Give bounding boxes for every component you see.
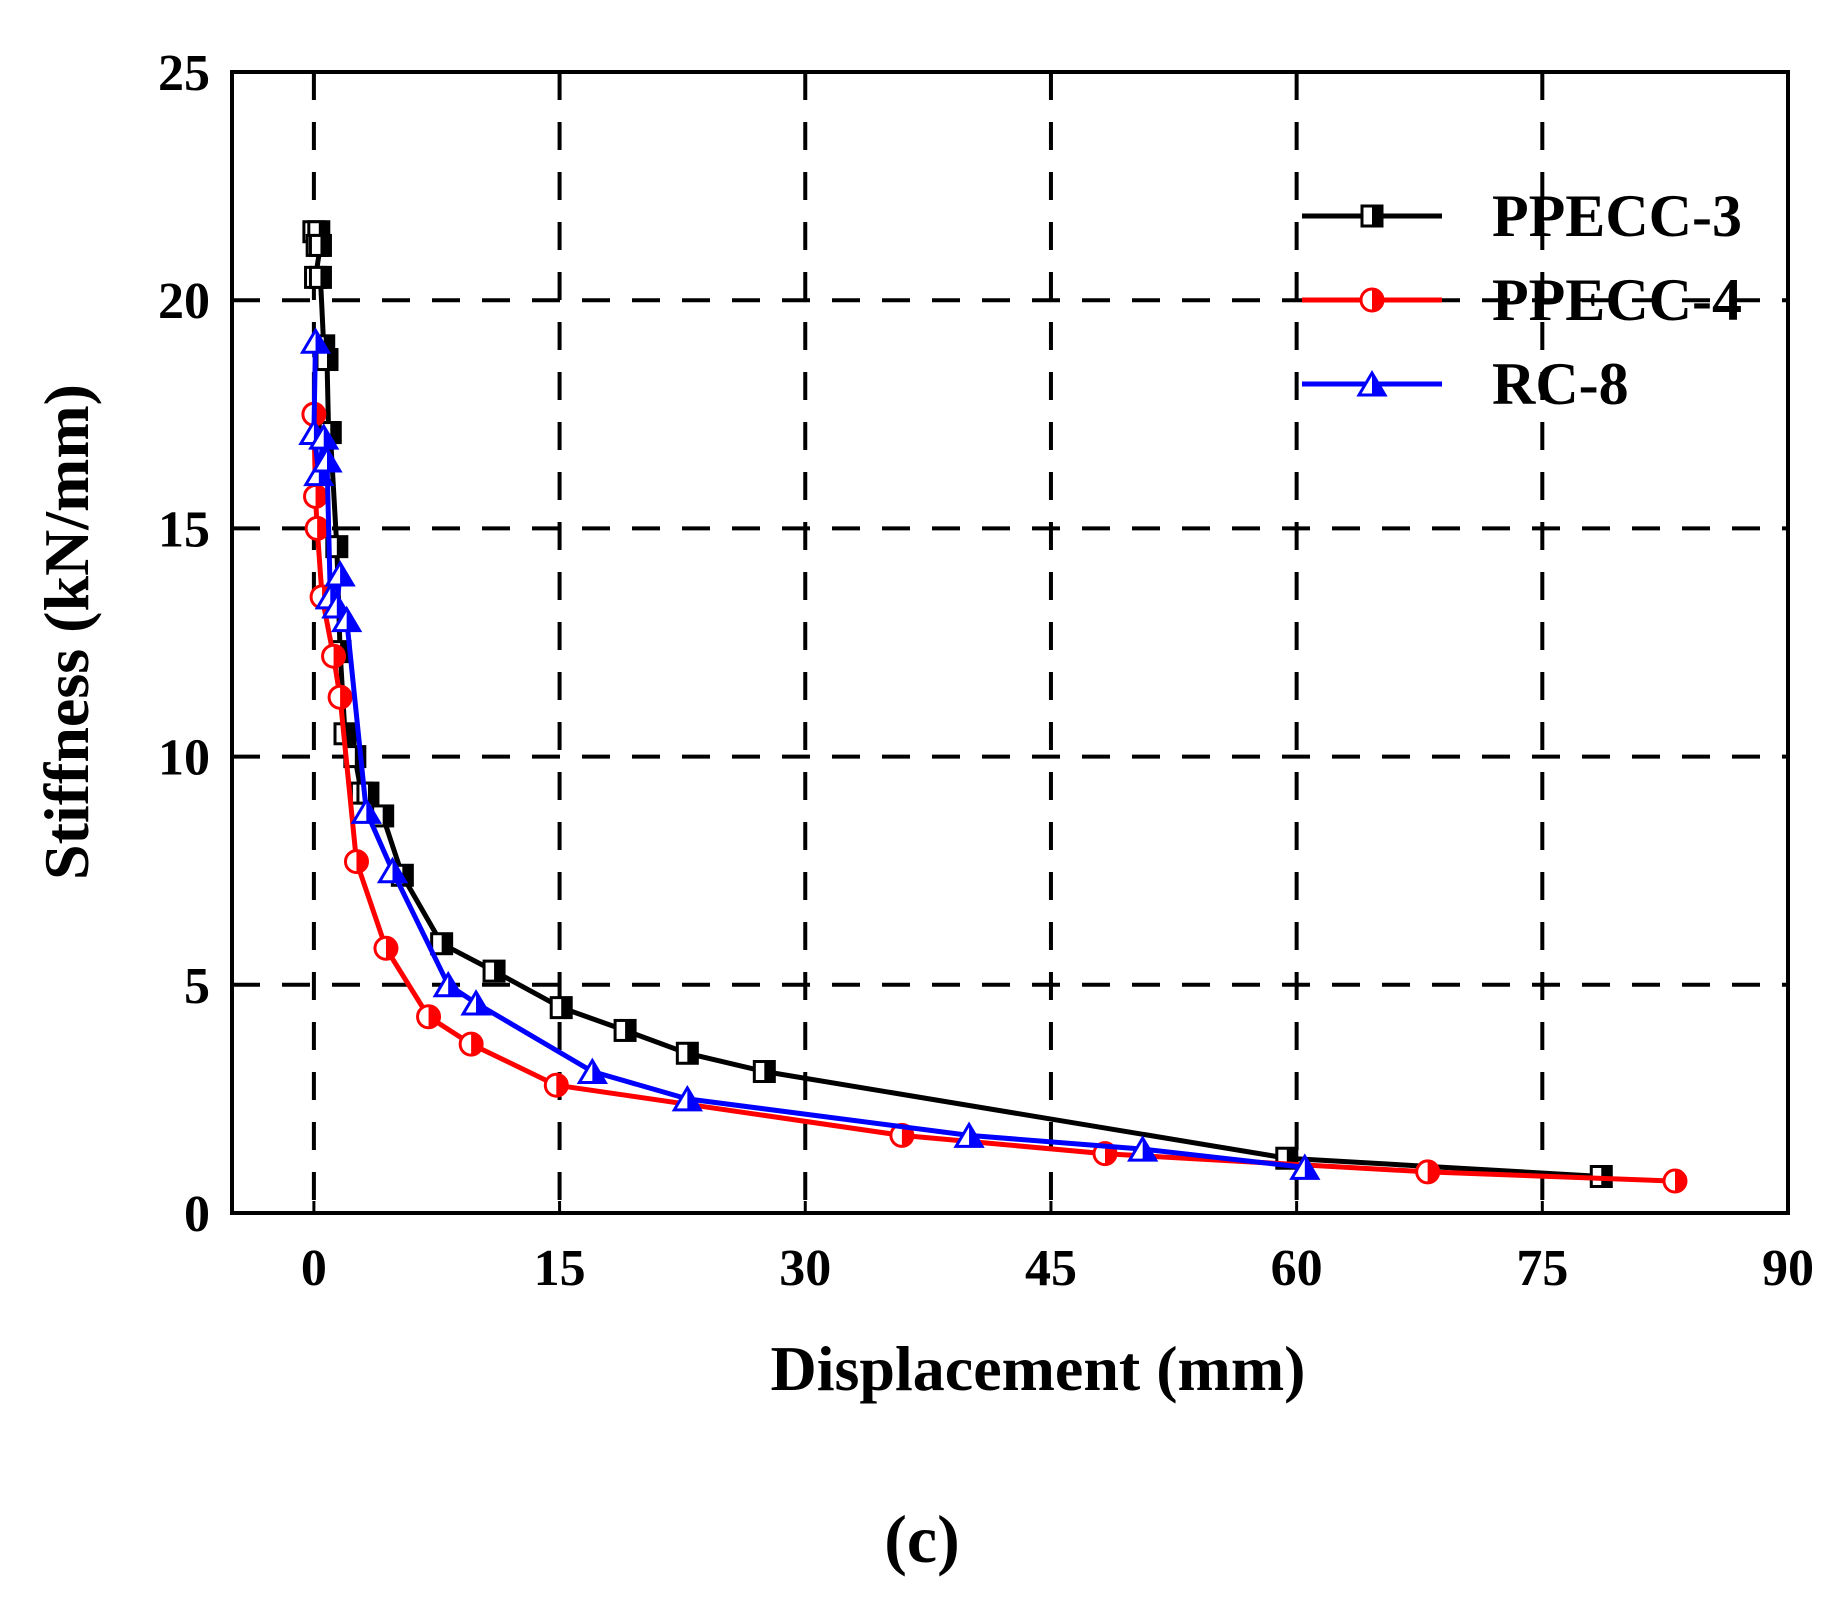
point-ppecc-3 (356, 781, 380, 805)
grid-lines (232, 72, 1788, 1213)
legend-marker-ppecc-4 (1359, 287, 1385, 313)
point-rc-8 (299, 327, 332, 354)
y-tick-label: 10 (158, 730, 210, 787)
point-rc-8 (1127, 1135, 1159, 1162)
point-rc-8 (1289, 1153, 1321, 1180)
point-ppecc-3 (430, 932, 454, 956)
x-tick-label: 90 (1762, 1240, 1814, 1297)
point-ppecc-3 (549, 996, 573, 1020)
point-ppecc-3 (308, 233, 332, 257)
point-rc-8 (331, 605, 363, 633)
y-tick-label: 0 (184, 1186, 210, 1243)
point-ppecc-3 (675, 1041, 699, 1065)
series-line-ppecc-3 (313, 229, 1602, 1179)
point-ppecc-4 (304, 515, 330, 541)
legend-marker-rc-8 (1356, 370, 1388, 397)
point-rc-8 (671, 1084, 703, 1112)
point-rc-8 (324, 560, 356, 587)
data-series (298, 220, 1688, 1194)
point-ppecc-4 (327, 684, 353, 710)
point-rc-8 (311, 445, 343, 473)
point-ppecc-3 (613, 1018, 637, 1042)
x-axis-title: Displacement (mm) (771, 1333, 1306, 1404)
y-tick-label: 15 (158, 501, 210, 558)
legend-label-rc-8: RC-8 (1492, 351, 1629, 417)
point-ppecc-4 (416, 1004, 442, 1030)
legend: PPECC-3 PPECC-4 RC-8 (1302, 183, 1742, 417)
point-rc-8 (376, 856, 409, 884)
x-tick-label: 60 (1271, 1240, 1323, 1297)
point-rc-8 (350, 797, 382, 824)
x-tick-label: 15 (534, 1240, 586, 1297)
point-ppecc-4 (458, 1031, 484, 1057)
point-ppecc-4 (303, 483, 329, 509)
point-ppecc-4 (321, 643, 347, 669)
legend-marker-ppecc-3 (1360, 204, 1384, 228)
point-rc-8 (460, 989, 492, 1016)
point-rc-8 (576, 1057, 608, 1085)
point-ppecc-4 (343, 849, 369, 875)
legend-label-ppecc-4: PPECC-4 (1492, 267, 1742, 333)
point-ppecc-3 (752, 1060, 776, 1084)
point-rc-8 (308, 423, 340, 450)
y-tick-label: 5 (184, 958, 210, 1015)
x-tick-label: 45 (1025, 1240, 1077, 1297)
figure-caption: (c) (884, 1501, 959, 1577)
point-rc-8 (953, 1121, 985, 1148)
x-tick-label: 30 (779, 1240, 831, 1297)
plot-frame (230, 70, 1790, 1215)
point-ppecc-4 (1662, 1168, 1688, 1194)
y-tick-label: 20 (158, 273, 210, 330)
axis-ticks: 0 15 30 45 60 75 90 0 5 10 15 20 25 (158, 45, 1814, 1297)
legend-label-ppecc-3: PPECC-3 (1492, 183, 1742, 249)
point-ppecc-4 (1415, 1159, 1441, 1185)
point-ppecc-4 (543, 1072, 569, 1098)
y-axis-title: Stiffness (kN/mm) (31, 384, 102, 880)
y-tick-label: 25 (158, 45, 210, 102)
x-tick-label: 75 (1516, 1240, 1568, 1297)
point-ppecc-3 (308, 265, 332, 289)
x-tick-label: 0 (301, 1240, 327, 1297)
point-ppecc-3 (482, 959, 506, 983)
point-rc-8 (432, 970, 464, 998)
point-ppecc-4 (373, 935, 399, 961)
